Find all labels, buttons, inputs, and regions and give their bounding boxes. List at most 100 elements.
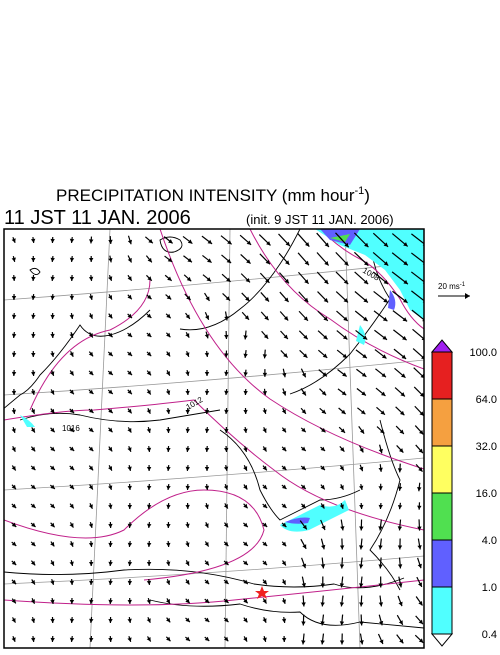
wind-arrow [357,389,366,396]
arrow-head [147,562,151,566]
wind-arrow [281,350,288,357]
colorbar-segment [432,587,452,634]
wind-arrow [398,558,402,569]
wind-arrow [128,371,132,375]
wind-arrow [356,350,367,358]
wind-arrow [108,484,112,490]
wind-arrow [108,598,112,604]
wind-arrow [31,617,35,623]
arrow-head [50,638,54,642]
wind-arrow [282,428,286,433]
wind-arrow [31,466,35,470]
wind-arrow [31,351,35,357]
arrow-head [263,637,267,641]
wind-arrow [298,233,310,246]
arrow-head [166,448,170,452]
wind-arrow [185,522,189,528]
wind-arrow [128,503,132,509]
wind-arrow [89,522,93,528]
arrow-head [166,524,170,528]
wind-arrow [359,520,363,531]
wind-arrow [243,427,247,433]
wind-arrow [205,389,209,395]
wind-arrow [282,598,286,604]
arrow-head [398,526,402,530]
arrow-head [108,619,112,623]
wind-arrow [299,331,307,339]
wind-arrow [281,331,288,339]
wind-arrow [205,293,210,301]
wind-arrow [185,389,189,395]
wind-arrow [262,617,266,623]
wind-arrow [374,330,387,340]
wind-arrow [127,617,131,623]
wind-arrow [70,275,74,281]
wind-arrow [50,560,54,565]
colorbar-segment [432,540,452,587]
wind-arrow [205,561,209,566]
arrow-head [127,467,131,471]
wind-arrow [31,523,36,527]
wind-arrow [397,445,404,452]
wind-arrow [243,561,248,565]
arrow-head [359,602,363,606]
wind-arrow [359,539,363,550]
wind-arrow [319,370,327,377]
colorbar-label: 32.0 [476,441,497,453]
wind-arrow [414,387,424,397]
wind-arrow [185,580,189,585]
wind-arrow [147,541,151,547]
arrow-head [108,524,112,528]
wind-arrow [31,370,35,376]
wind-arrow [374,291,388,302]
wind-arrow [108,636,112,642]
wind-arrow [31,275,35,281]
arrow-head [12,372,16,376]
wind-arrow [50,636,54,642]
wind-arrow [379,445,383,454]
wind-arrow [50,504,54,508]
wind-arrow [12,332,16,338]
arrow-head [147,599,151,603]
wind-arrow [146,275,151,280]
wind-arrow [31,408,35,414]
arrow-head [301,640,305,644]
arrow-head [205,391,209,395]
arrow-head [205,448,209,452]
wind-arrow [279,234,290,246]
wind-arrow [205,408,209,414]
wind-arrow [263,580,267,585]
wind-arrow [318,292,329,303]
wind-arrow [282,447,286,451]
wind-arrow [301,539,306,549]
wind-arrow [147,446,151,452]
arrow-head [186,486,190,490]
wind-arrow [186,465,190,471]
wind-arrow [166,427,170,433]
wind-arrow [282,542,286,547]
wind-arrow [166,446,170,452]
wind-arrow [186,313,190,319]
wind-arrow [12,485,16,490]
arrow-head [50,315,54,319]
wind-arrow [205,427,209,433]
wind-arrow [357,408,365,414]
wind-arrow [355,311,367,321]
wind-arrow [396,407,405,415]
wind-arrow [263,485,267,489]
wind-arrow [282,369,286,377]
wind-arrow [338,369,347,376]
arrow-head [359,621,363,625]
wind-arrow [165,275,172,281]
title-end: ) [364,186,370,205]
wind-arrow [12,370,16,376]
wind-arrow [242,312,249,319]
wind-arrow [108,617,112,623]
wind-arrow [414,368,425,379]
wind-arrow [318,331,327,340]
wind-arrow [166,295,172,300]
wind-arrow [263,598,267,603]
arrow-head [359,486,363,490]
wind-arrow [340,634,344,645]
arrow-head [51,296,55,300]
